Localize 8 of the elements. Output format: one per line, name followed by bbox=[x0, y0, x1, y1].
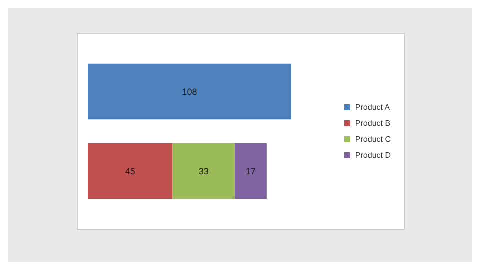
legend-label: Product B bbox=[355, 119, 391, 128]
legend-label: Product C bbox=[355, 135, 392, 144]
legend-label: Product A bbox=[355, 103, 391, 112]
data-label: 45 bbox=[125, 166, 136, 176]
data-label: 17 bbox=[246, 166, 256, 176]
legend-label: Product D bbox=[355, 151, 392, 160]
data-label: 108 bbox=[182, 86, 198, 97]
data-label: 33 bbox=[198, 166, 209, 176]
